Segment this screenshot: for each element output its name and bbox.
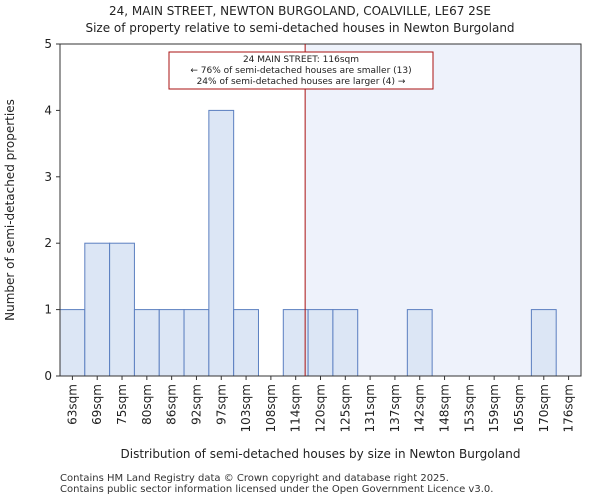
bar-63sqm [59,309,86,377]
x-tick-label-97sqm: 97sqm [214,384,228,425]
bar-120sqm [307,309,334,377]
y-tick-label-4: 4 [44,103,52,117]
x-tick-label-125sqm: 125sqm [338,384,352,432]
x-tick-label-108sqm: 108sqm [264,384,278,432]
bar-80sqm [133,309,160,377]
bar-69sqm [84,242,111,377]
x-tick-label-142sqm: 142sqm [413,384,427,432]
footer-line-2: Contains public sector information licen… [60,484,494,495]
bar-114sqm [282,309,309,377]
annotation-line-3: 24% of semi-detached houses are larger (… [197,77,406,87]
x-tick-label-131sqm: 131sqm [363,384,377,432]
x-tick-label-69sqm: 69sqm [90,384,104,425]
bar-75sqm [109,242,135,377]
x-axis-label: Distribution of semi-detached houses by … [121,447,521,461]
bar-170sqm [530,309,557,377]
x-tick-label-63sqm: 63sqm [65,384,79,425]
x-tick-label-159sqm: 159sqm [487,384,501,432]
bar-92sqm [183,309,210,377]
chart-title: 24, MAIN STREET, NEWTON BURGOLAND, COALV… [108,4,491,18]
y-tick-label-1: 1 [44,303,52,317]
x-tick-label-103sqm: 103sqm [239,384,253,432]
bar-86sqm [158,309,185,377]
x-tick-label-120sqm: 120sqm [314,384,328,432]
x-tick-label-153sqm: 153sqm [462,384,476,432]
x-tick-label-86sqm: 86sqm [165,384,179,425]
bar-97sqm [208,109,235,377]
x-tick-label-170sqm: 170sqm [537,384,551,432]
x-tick-label-92sqm: 92sqm [189,384,203,425]
y-tick-label-3: 3 [44,170,52,184]
x-tick-label-75sqm: 75sqm [115,384,129,425]
y-axis-label: Number of semi-detached properties [3,99,17,321]
y-tick-label-0: 0 [44,369,52,383]
x-tick-label-148sqm: 148sqm [438,384,452,432]
annotation-line-1: 24 MAIN STREET: 116sqm [243,55,359,65]
bar-103sqm [233,309,259,377]
bar-142sqm [406,309,433,377]
chart-subtitle: Size of property relative to semi-detach… [85,21,515,35]
y-tick-label-5: 5 [44,37,52,51]
annotation-line-2: ← 76% of semi-detached houses are smalle… [190,66,411,76]
y-tick-label-2: 2 [44,236,52,250]
x-tick-label-80sqm: 80sqm [140,384,154,425]
bar-125sqm [332,309,359,377]
footer-line-1: Contains HM Land Registry data © Crown c… [60,473,449,484]
x-tick-label-114sqm: 114sqm [289,384,303,432]
annotation-box [168,51,434,90]
x-tick-label-165sqm: 165sqm [512,384,526,432]
x-tick-label-137sqm: 137sqm [388,384,402,432]
x-tick-label-176sqm: 176sqm [562,384,576,432]
